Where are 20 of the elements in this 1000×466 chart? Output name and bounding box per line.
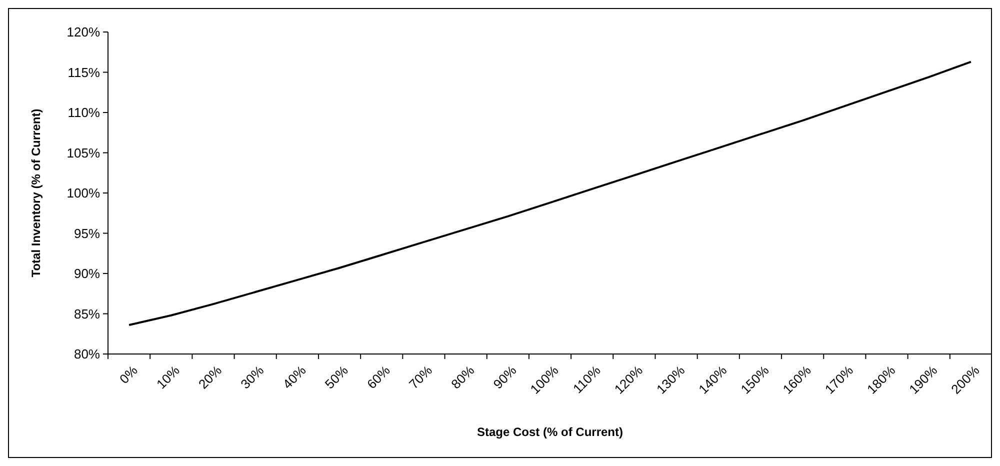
y-tick-label: 95% — [74, 226, 100, 241]
y-tick-label: 85% — [74, 306, 100, 322]
y-tick-label: 100% — [66, 186, 100, 201]
x-tick-label: 90% — [490, 362, 520, 392]
x-tick-label: 70% — [406, 362, 436, 392]
y-tick-label: 90% — [74, 266, 100, 282]
y-tick-label: 80% — [74, 346, 100, 362]
x-tick-label: 30% — [238, 362, 267, 392]
x-axis-title: Stage Cost (% of Current) — [476, 425, 624, 439]
line-series — [128, 60, 972, 326]
x-tick-label: 0% — [116, 362, 141, 387]
y-tick-label: 120% — [66, 24, 100, 40]
x-tick-label: 60% — [364, 362, 394, 392]
y-tick-label: 115% — [68, 64, 100, 80]
x-tick-label: 40% — [280, 362, 310, 392]
x-tick-label: 50% — [322, 362, 352, 392]
x-tick-label: 80% — [448, 362, 478, 392]
y-axis-title: Total Inventory (% of Current) — [29, 108, 43, 278]
y-tick-label: 110% — [68, 105, 100, 120]
y-tick-label: 105% — [66, 145, 100, 160]
